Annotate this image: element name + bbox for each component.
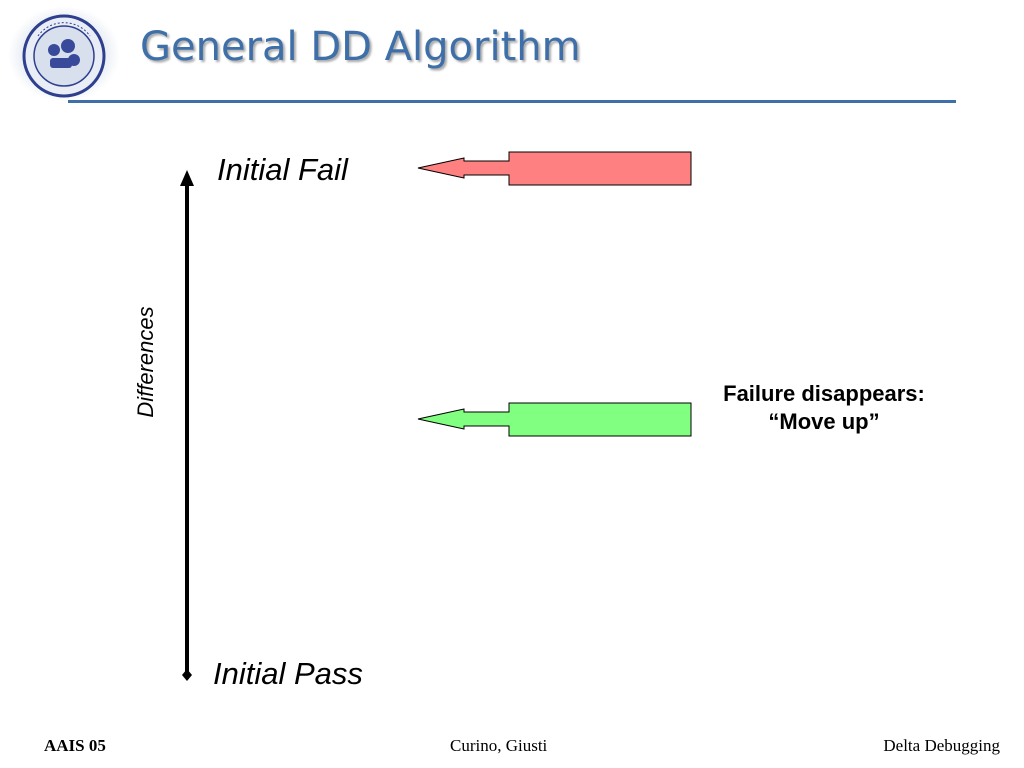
failure-disappears-note: Failure disappears: “Move up” [700,380,948,436]
note-line-1: Failure disappears: [723,381,925,406]
note-line-2: “Move up” [768,409,880,434]
axis-arrowhead-up [180,170,194,186]
differences-axis-label: Differences [133,306,158,418]
fail-arrow [417,151,692,186]
initial-pass-label: Initial Pass [213,656,363,691]
axis-end-diamond [182,669,192,681]
university-seal-logo [8,6,120,102]
title-underline [68,100,956,103]
footer-course: AAIS 05 [44,736,106,755]
slide-title: General DD Algorithm [140,24,581,70]
pass-arrow [417,402,692,437]
footer-topic: Delta Debugging [883,736,1000,755]
footer-authors: Curino, Giusti [450,736,548,755]
initial-fail-label: Initial Fail [217,152,348,187]
